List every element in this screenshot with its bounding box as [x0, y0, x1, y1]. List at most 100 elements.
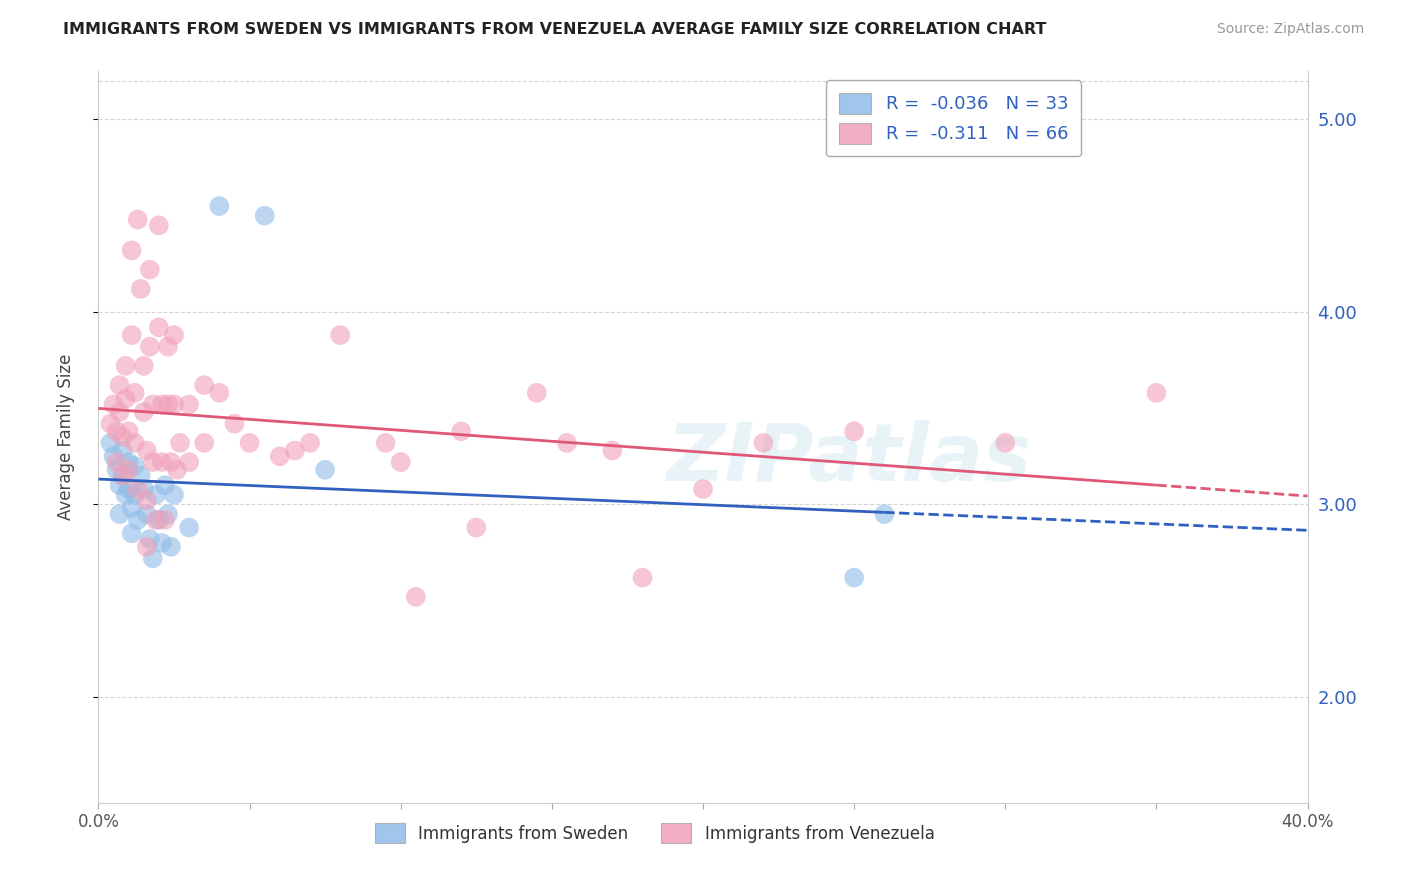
Point	[844, 425, 866, 439]
Point	[179, 455, 201, 469]
Point	[108, 405, 131, 419]
Point	[129, 468, 152, 483]
Point	[179, 397, 201, 411]
Point	[208, 199, 231, 213]
Point	[142, 551, 165, 566]
Point	[118, 425, 141, 439]
Point	[135, 507, 157, 521]
Point	[100, 435, 122, 450]
Point	[127, 482, 149, 496]
Point	[752, 435, 775, 450]
Point	[118, 455, 141, 469]
Point	[135, 443, 157, 458]
Point	[450, 425, 472, 439]
Point	[135, 493, 157, 508]
Point	[103, 450, 125, 464]
Text: IMMIGRANTS FROM SWEDEN VS IMMIGRANTS FROM VENEZUELA AVERAGE FAMILY SIZE CORRELAT: IMMIGRANTS FROM SWEDEN VS IMMIGRANTS FRO…	[63, 22, 1046, 37]
Point	[121, 328, 143, 343]
Point	[239, 435, 262, 450]
Point	[374, 435, 396, 450]
Point	[299, 435, 322, 450]
Point	[692, 482, 714, 496]
Point	[127, 513, 149, 527]
Point	[169, 435, 191, 450]
Point	[163, 328, 186, 343]
Point	[111, 443, 134, 458]
Point	[193, 435, 215, 450]
Point	[132, 482, 155, 496]
Point	[121, 501, 143, 516]
Point	[994, 435, 1017, 450]
Point	[103, 397, 125, 411]
Point	[163, 397, 186, 411]
Point	[145, 513, 167, 527]
Point	[129, 282, 152, 296]
Point	[160, 455, 183, 469]
Point	[150, 455, 173, 469]
Point	[105, 463, 128, 477]
Point	[526, 385, 548, 400]
Point	[193, 378, 215, 392]
Point	[329, 328, 352, 343]
Point	[269, 450, 291, 464]
Point	[124, 488, 146, 502]
Point	[111, 468, 134, 483]
Point	[105, 455, 128, 469]
Point	[166, 463, 188, 477]
Point	[124, 458, 146, 473]
Point	[100, 417, 122, 431]
Point	[135, 540, 157, 554]
Point	[156, 507, 179, 521]
Point	[108, 478, 131, 492]
Point	[124, 435, 146, 450]
Point	[114, 488, 136, 502]
Point	[208, 385, 231, 400]
Point	[121, 244, 143, 258]
Point	[105, 425, 128, 439]
Point	[253, 209, 276, 223]
Point	[132, 359, 155, 373]
Point	[156, 397, 179, 411]
Point	[139, 532, 162, 546]
Point	[314, 463, 336, 477]
Point	[153, 513, 176, 527]
Point	[153, 478, 176, 492]
Point	[114, 359, 136, 373]
Point	[844, 571, 866, 585]
Point	[124, 385, 146, 400]
Point	[284, 443, 307, 458]
Point	[555, 435, 578, 450]
Point	[111, 430, 134, 444]
Text: ZIPatlas: ZIPatlas	[665, 420, 1031, 498]
Point	[631, 571, 654, 585]
Point	[465, 520, 488, 534]
Point	[163, 488, 186, 502]
Point	[150, 536, 173, 550]
Point	[405, 590, 427, 604]
Point	[108, 507, 131, 521]
Point	[602, 443, 624, 458]
Y-axis label: Average Family Size: Average Family Size	[56, 354, 75, 520]
Point	[873, 507, 896, 521]
Point	[160, 540, 183, 554]
Point	[145, 488, 167, 502]
Point	[148, 320, 170, 334]
Text: Source: ZipAtlas.com: Source: ZipAtlas.com	[1216, 22, 1364, 37]
Point	[148, 513, 170, 527]
Point	[108, 378, 131, 392]
Point	[121, 526, 143, 541]
Legend: Immigrants from Sweden, Immigrants from Venezuela: Immigrants from Sweden, Immigrants from …	[368, 817, 941, 849]
Point	[389, 455, 412, 469]
Point	[111, 468, 134, 483]
Point	[118, 463, 141, 477]
Point	[127, 212, 149, 227]
Point	[142, 455, 165, 469]
Point	[148, 219, 170, 233]
Point	[156, 340, 179, 354]
Point	[179, 520, 201, 534]
Point	[150, 397, 173, 411]
Point	[114, 392, 136, 406]
Point	[139, 262, 162, 277]
Point	[224, 417, 246, 431]
Point	[139, 340, 162, 354]
